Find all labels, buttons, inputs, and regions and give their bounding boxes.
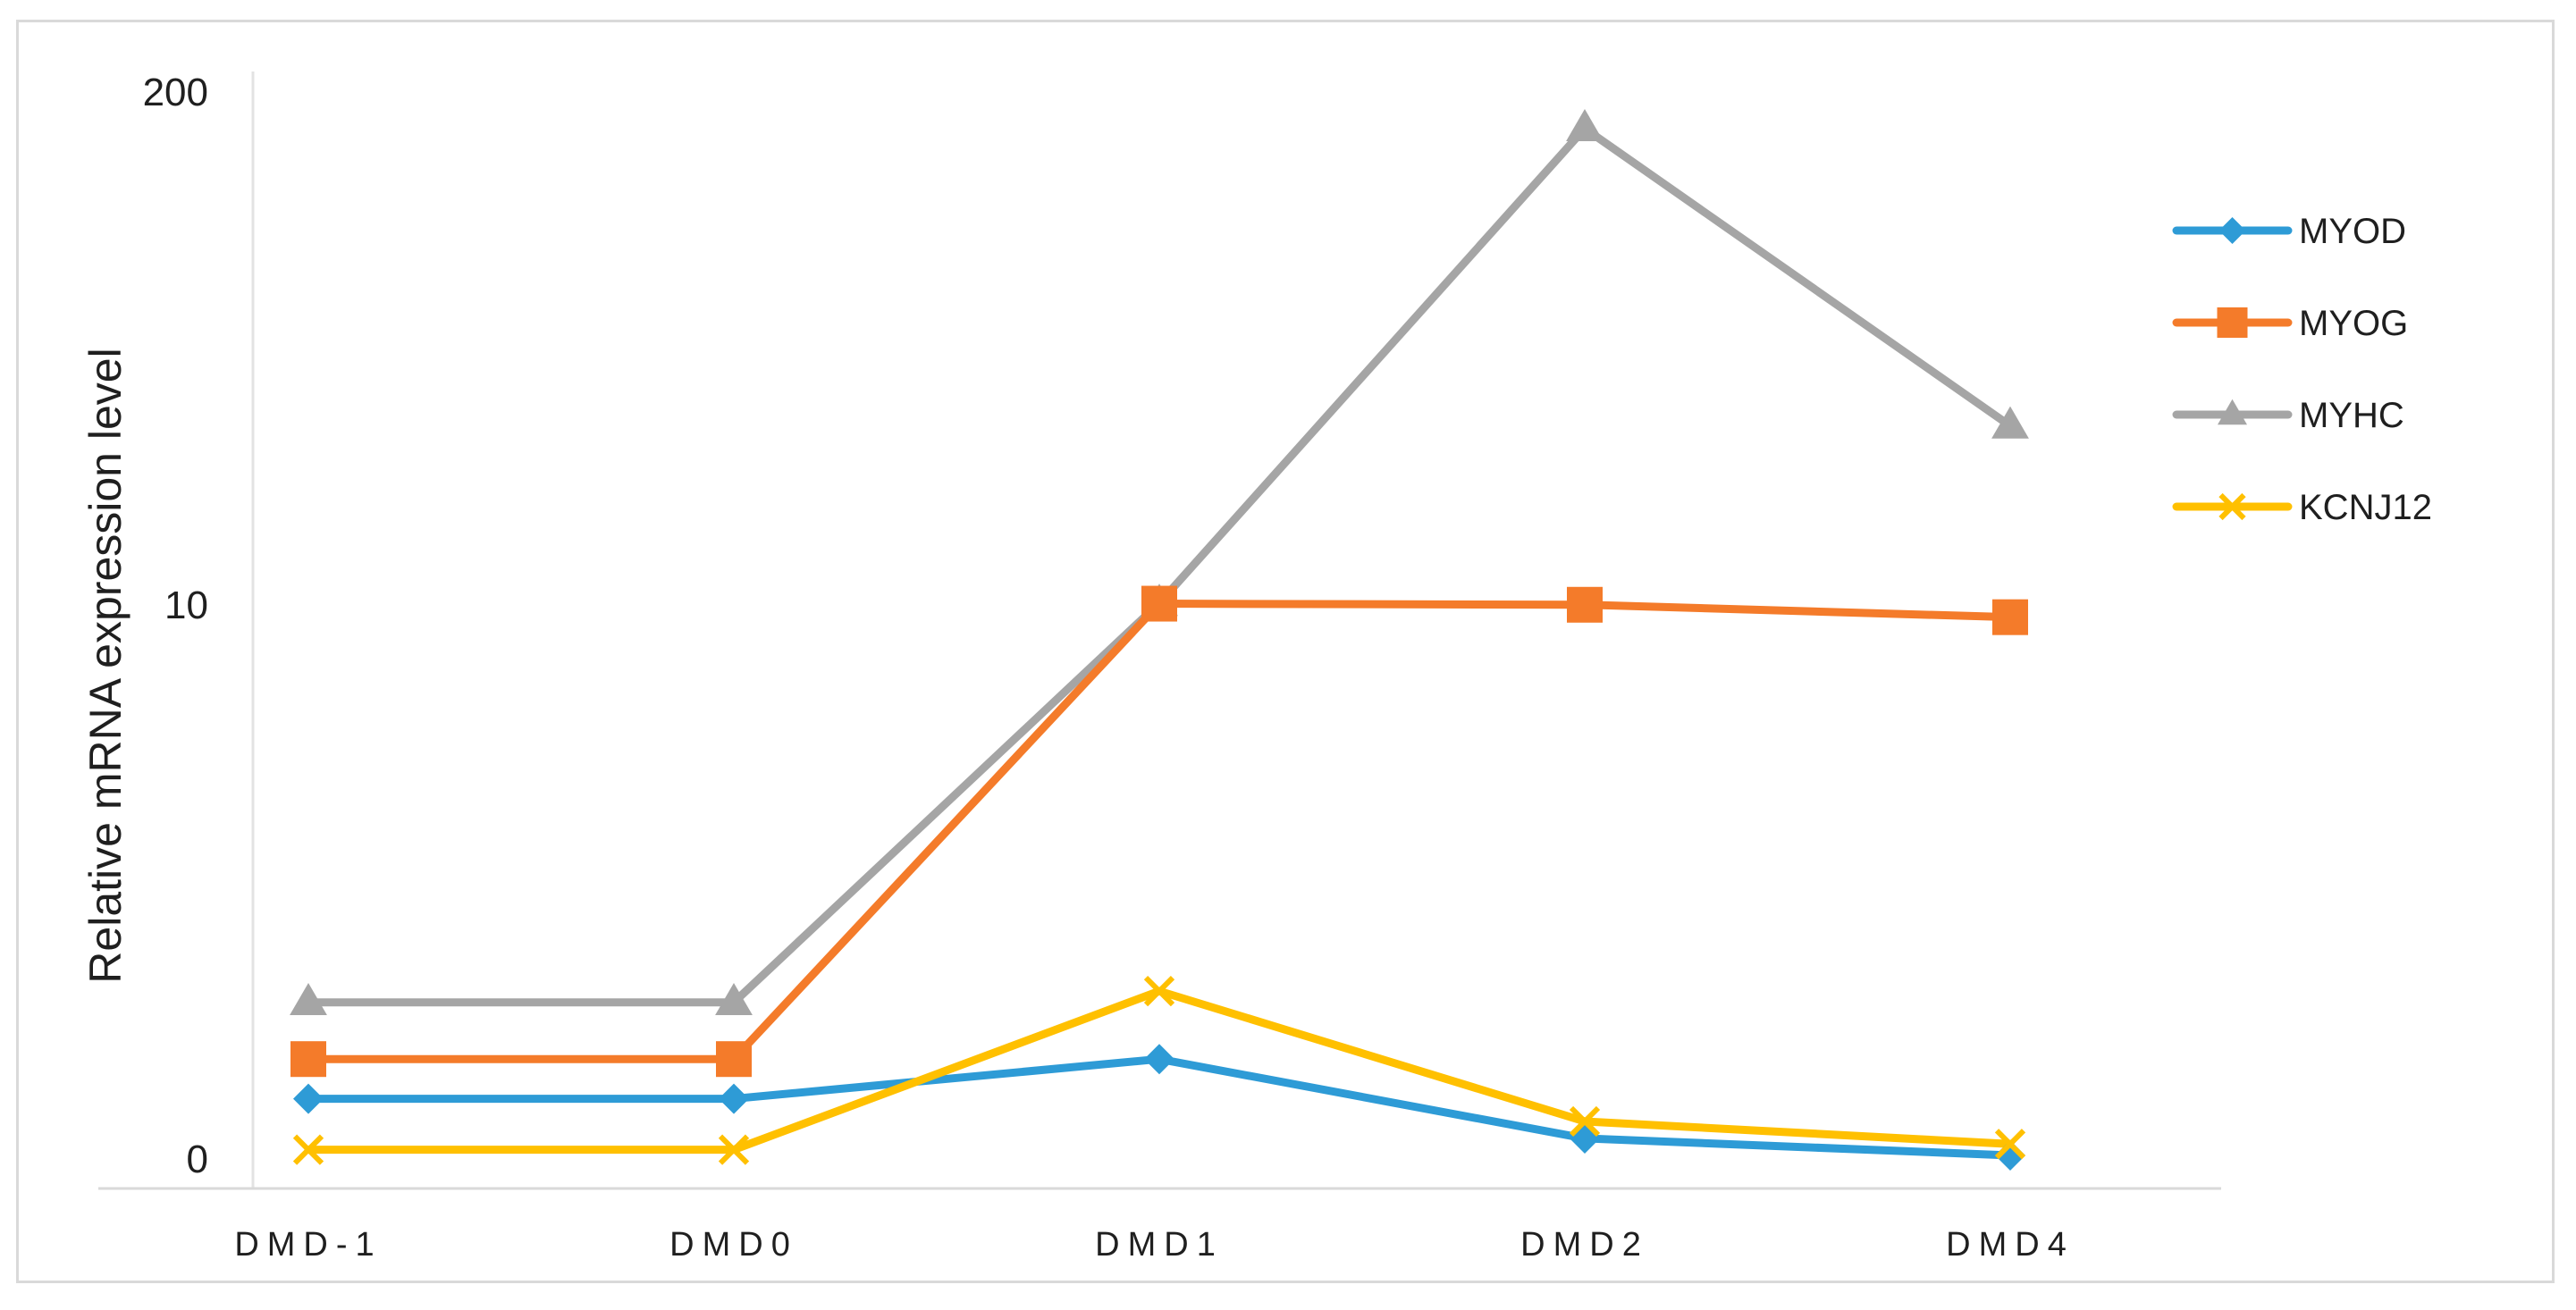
data-point-myog	[1992, 599, 2028, 635]
data-point-kcnj12	[1569, 1105, 1601, 1138]
y-tick-label-0: 0	[187, 1138, 208, 1181]
data-point-myod	[1570, 1122, 1600, 1154]
legend-label-myod: MYOD	[2299, 212, 2406, 251]
chart-frame	[16, 20, 2555, 1283]
legend-label-kcnj12: KCNJ12	[2299, 488, 2432, 527]
x-tick-label: DMD1	[1095, 1226, 1224, 1264]
data-point-myog	[1567, 586, 1603, 623]
data-point-kcnj12	[1143, 975, 1175, 1007]
data-point-kcnj12-stroke	[1143, 975, 1175, 1007]
legend-item-myod: MYOD	[2172, 212, 2406, 251]
data-point-kcnj12	[718, 1134, 750, 1165]
data-point-kcnj12-stroke	[718, 1134, 750, 1165]
data-point-kcnj12	[1994, 1129, 2026, 1160]
data-point-myhc	[1991, 406, 2029, 439]
legend-marker-myhc	[2218, 399, 2247, 425]
y-tick-label-10: 10	[164, 584, 208, 627]
data-point-kcnj12-stroke	[1569, 1105, 1601, 1138]
data-point-myhc	[715, 982, 753, 1016]
series-line-myhc	[304, 124, 2015, 1007]
x-tick-label: DMD-1	[234, 1226, 382, 1264]
x-tick-label: DMD0	[669, 1226, 798, 1264]
y-tick-label-200: 200	[143, 71, 208, 114]
legend-item-myhc: MYHC	[2172, 396, 2404, 435]
legend-item-myog: MYOG	[2172, 304, 2408, 343]
legend-marker-kcnj12-stroke	[2218, 492, 2246, 521]
legend-marker-kcnj12	[2218, 492, 2246, 521]
series-layer	[290, 108, 2029, 1171]
legend-label-myhc: MYHC	[2299, 396, 2404, 435]
legend-marker-myod	[2218, 217, 2246, 244]
y-axis-label: Relative mRNA expression level	[80, 348, 130, 983]
data-point-myhc	[290, 982, 327, 1016]
data-point-myod	[1144, 1044, 1174, 1075]
legend-label-myog: MYOG	[2299, 304, 2408, 343]
data-point-myod	[1995, 1139, 2025, 1171]
data-point-myod	[719, 1083, 749, 1114]
legend-item-kcnj12: KCNJ12	[2172, 488, 2432, 527]
data-point-myog	[1141, 585, 1177, 622]
data-point-kcnj12	[292, 1134, 324, 1165]
data-point-myod	[293, 1083, 324, 1114]
x-tick-label: DMD4	[1946, 1226, 2075, 1264]
data-point-kcnj12-stroke	[292, 1134, 324, 1165]
data-point-myhc	[1566, 108, 1604, 142]
data-point-kcnj12-stroke	[1994, 1129, 2026, 1160]
legend: MYOD MYOG MYHC KCNJ12	[2172, 212, 2432, 527]
x-tick-label: DMD2	[1520, 1226, 1649, 1264]
data-point-myog	[716, 1041, 752, 1078]
data-point-myog	[290, 1041, 326, 1078]
legend-marker-myog	[2217, 307, 2248, 338]
